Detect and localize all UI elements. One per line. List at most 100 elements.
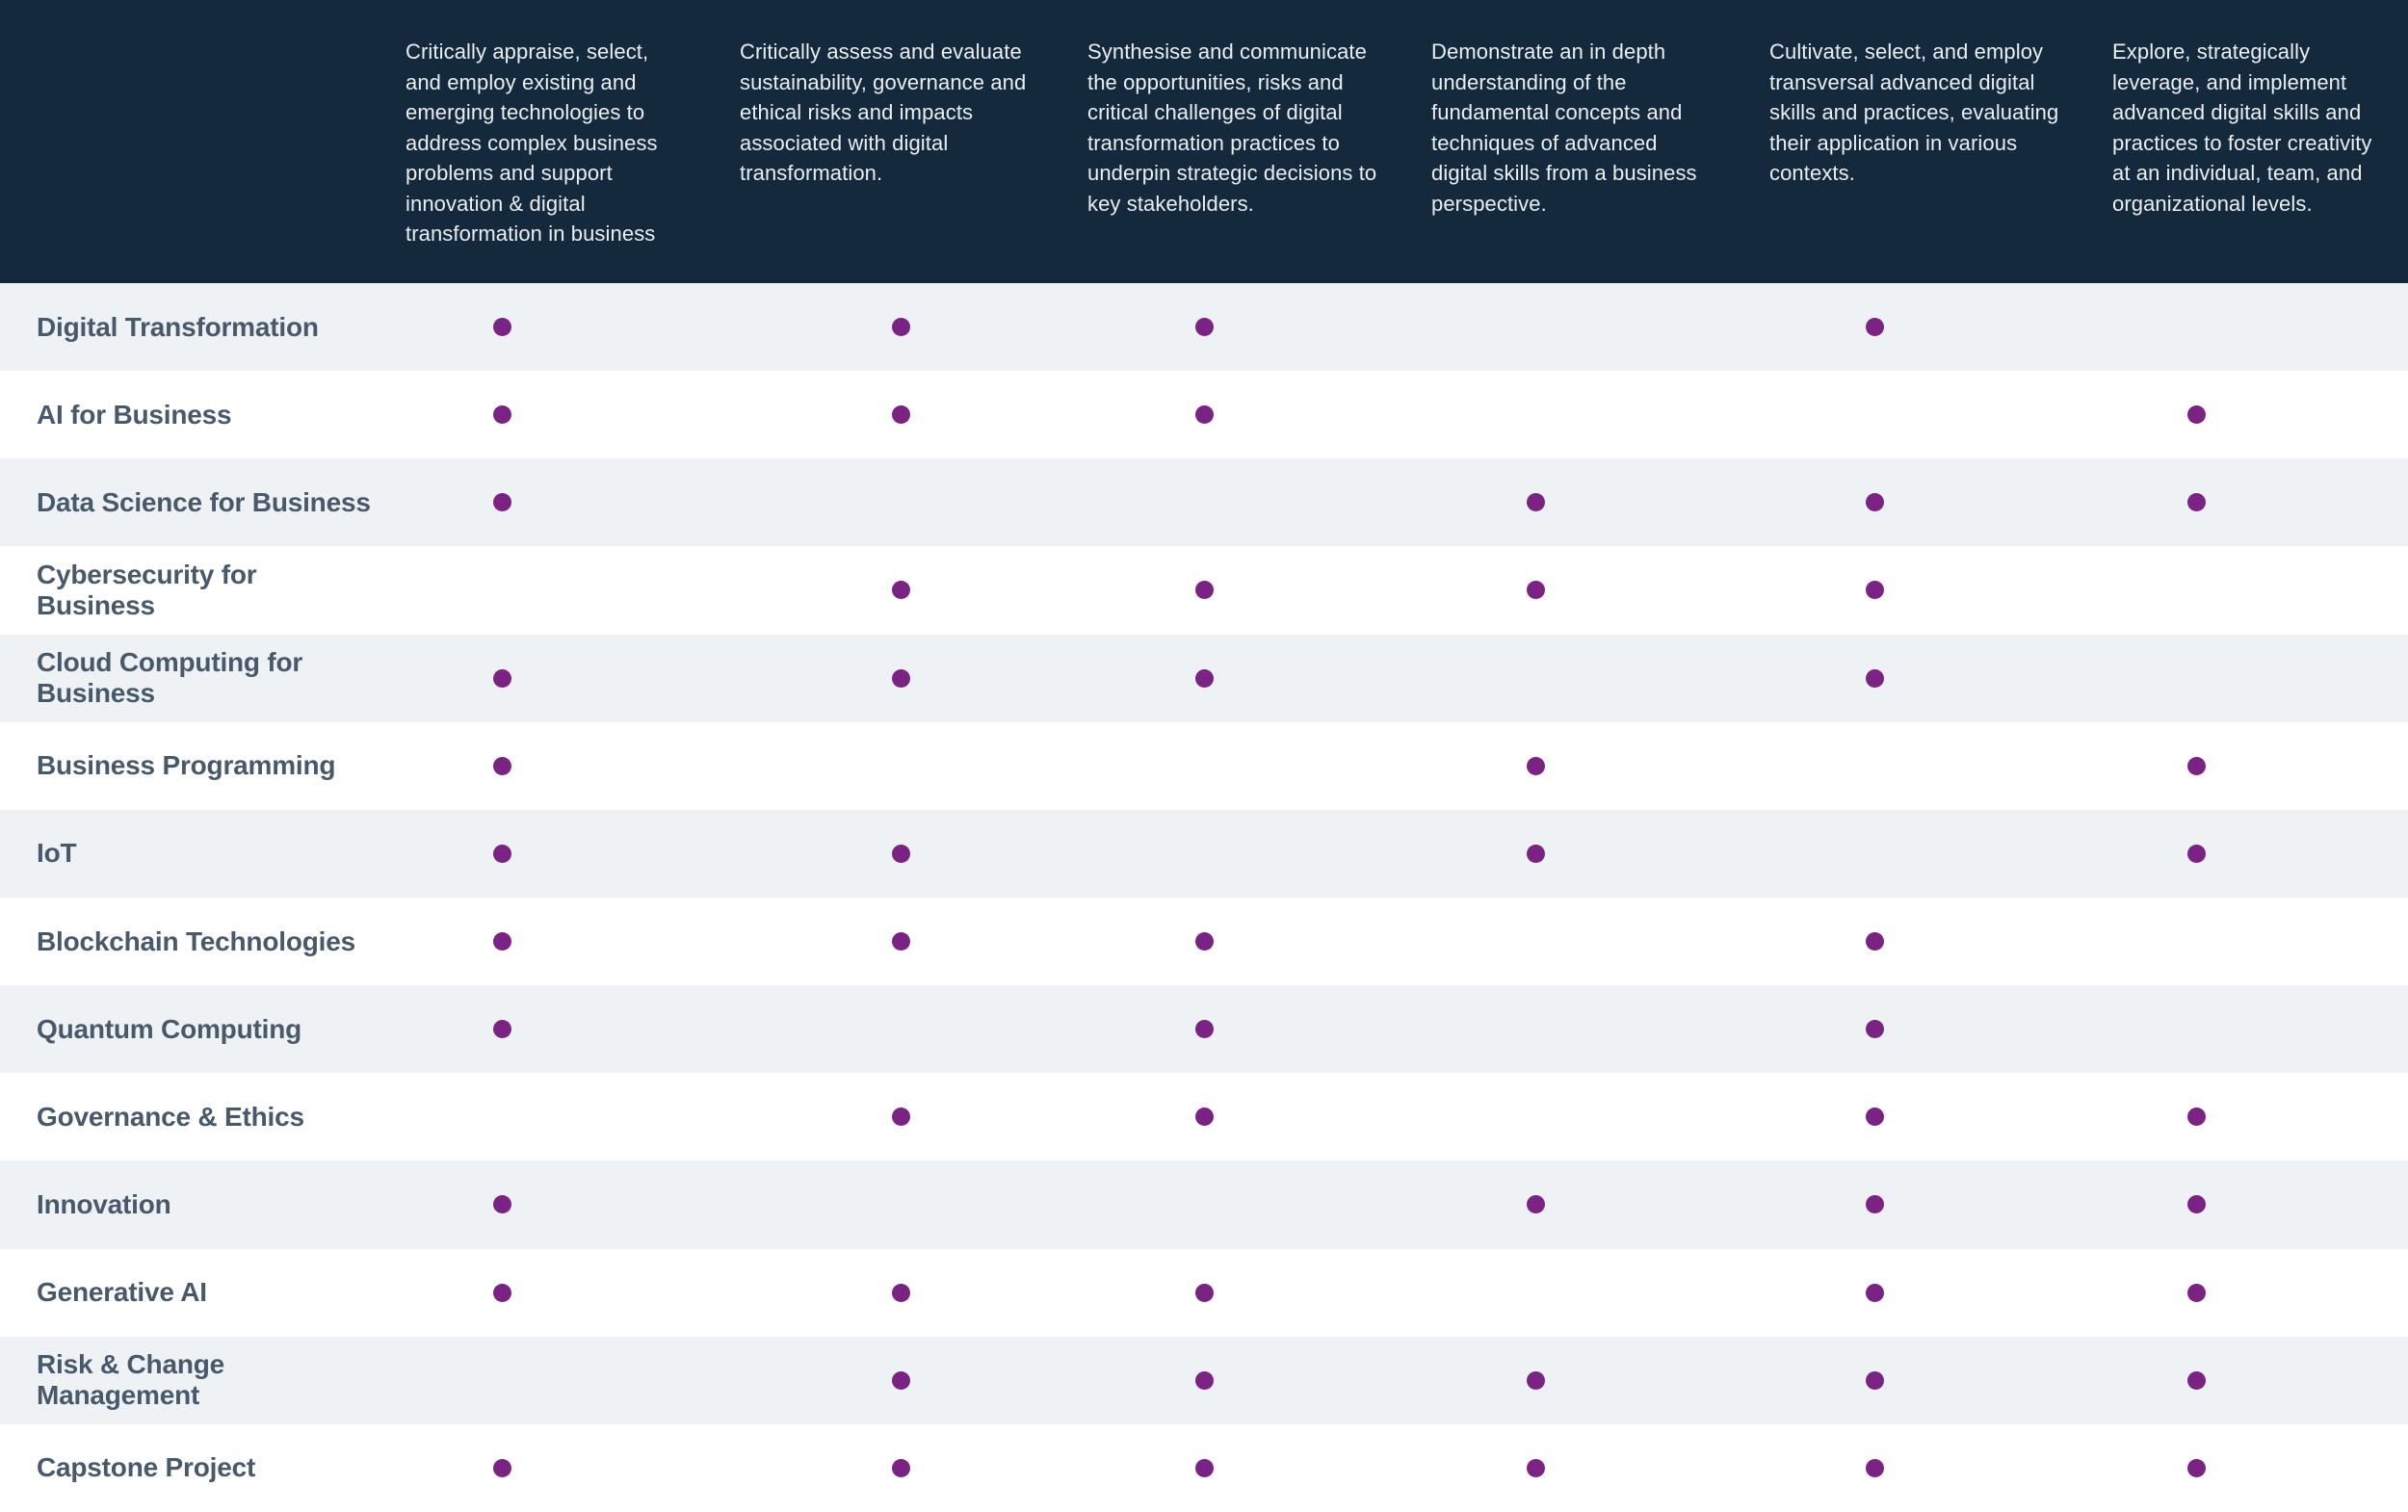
coverage-cell (1058, 1073, 1401, 1160)
coverage-cell (376, 810, 710, 898)
coverage-cell (1058, 985, 1401, 1073)
coverage-cell (1740, 1424, 2082, 1512)
coverage-cell (1058, 546, 1401, 634)
coverage-dot (1866, 318, 1884, 337)
coverage-cell (1401, 458, 1740, 546)
course-label: IoT (37, 838, 77, 869)
course-label: Quantum Computing (37, 1013, 302, 1044)
outcome-header-1: Critically appraise, select, and employ … (406, 39, 658, 246)
coverage-dot (493, 493, 511, 512)
coverage-cell (710, 458, 1058, 546)
course-row: Capstone Project (0, 1423, 2408, 1512)
coverage-cell (1401, 635, 1740, 722)
course-label: Business Programming (37, 750, 336, 781)
coverage-dot (1195, 318, 1214, 337)
coverage-cell (376, 898, 710, 985)
course-row: Quantum Computing (0, 985, 2408, 1074)
coverage-dot (493, 932, 511, 952)
coverage-cell (2082, 722, 2408, 810)
outcome-header-6: Explore, strategically leverage, and imp… (2112, 39, 2372, 216)
coverage-cell (1401, 722, 1740, 810)
coverage-dot (2187, 493, 2206, 512)
coverage-dot (1527, 1370, 1545, 1390)
coverage-dot (1195, 1020, 1214, 1039)
coverage-cell (1740, 635, 2082, 722)
coverage-dot (1866, 1283, 1884, 1302)
coverage-cell (1401, 898, 1740, 985)
coverage-dot (892, 1108, 910, 1127)
coverage-dot (892, 581, 910, 600)
coverage-cell (1740, 810, 2082, 898)
coverage-cell (376, 1249, 710, 1337)
coverage-dot (1866, 932, 1884, 952)
coverage-cell (376, 1337, 710, 1424)
course-row: IoT (0, 809, 2408, 898)
coverage-dot (892, 668, 910, 688)
coverage-dot (493, 318, 511, 337)
coverage-cell (2082, 458, 2408, 546)
coverage-cell (1058, 898, 1401, 985)
coverage-cell (1058, 1249, 1401, 1337)
coverage-cell (376, 458, 710, 546)
coverage-dot (2187, 756, 2206, 775)
coverage-cell (710, 283, 1058, 371)
coverage-dot (1866, 1020, 1884, 1039)
coverage-dot (493, 844, 511, 863)
outcome-header-3: Synthesise and communicate the opportuni… (1087, 39, 1377, 216)
coverage-cell (2082, 1073, 2408, 1160)
coverage-cell (376, 1073, 710, 1160)
coverage-dot (892, 1370, 910, 1390)
course-label: Blockchain Technologies (37, 925, 355, 956)
coverage-dot (1527, 1195, 1545, 1214)
coverage-dot (493, 1458, 511, 1477)
coverage-cell (2082, 283, 2408, 371)
coverage-dot (1527, 1458, 1545, 1477)
course-row: AI for Business (0, 371, 2408, 459)
coverage-dot (892, 1458, 910, 1477)
coverage-dot (1195, 668, 1214, 688)
coverage-cell (1401, 1337, 1740, 1424)
outcome-header-4: Demonstrate an in depth understanding of… (1431, 39, 1697, 216)
course-row: Business Programming (0, 721, 2408, 810)
coverage-dot (892, 1283, 910, 1302)
coverage-cell (710, 1073, 1058, 1160)
coverage-cell (1740, 458, 2082, 546)
coverage-cell (2082, 810, 2408, 898)
coverage-cell (1740, 1160, 2082, 1248)
coverage-cell (1740, 371, 2082, 458)
coverage-cell (2082, 546, 2408, 634)
coverage-cell (710, 810, 1058, 898)
coverage-dot (1866, 581, 1884, 600)
course-row: Cloud Computing for Business (0, 634, 2408, 722)
course-label: Data Science for Business (37, 486, 371, 517)
header-spacer (0, 0, 376, 283)
coverage-cell (376, 371, 710, 458)
coverage-dot (1866, 1195, 1884, 1214)
coverage-dot (493, 1195, 511, 1214)
coverage-cell (2082, 985, 2408, 1073)
coverage-cell (710, 635, 1058, 722)
coverage-cell (1740, 722, 2082, 810)
coverage-dot (892, 932, 910, 952)
coverage-cell (376, 1160, 710, 1248)
coverage-dot (1195, 581, 1214, 600)
coverage-cell (376, 722, 710, 810)
coverage-dot (892, 844, 910, 863)
course-row: Risk & Change Management (0, 1336, 2408, 1424)
coverage-dot (2187, 1195, 2206, 1214)
coverage-dot (1866, 1370, 1884, 1390)
coverage-cell (1058, 371, 1401, 458)
coverage-cell (1401, 985, 1740, 1073)
coverage-cell (1401, 371, 1740, 458)
coverage-cell (2082, 1160, 2408, 1248)
course-row: Data Science for Business (0, 458, 2408, 547)
coverage-cell (2082, 1249, 2408, 1337)
coverage-dot (493, 756, 511, 775)
course-label: Generative AI (37, 1277, 207, 1308)
coverage-dot (1866, 1458, 1884, 1477)
coverage-cell (376, 985, 710, 1073)
course-label: Innovation (37, 1188, 171, 1219)
coverage-cell (710, 898, 1058, 985)
course-row: Generative AI (0, 1248, 2408, 1337)
coverage-cell (2082, 1337, 2408, 1424)
